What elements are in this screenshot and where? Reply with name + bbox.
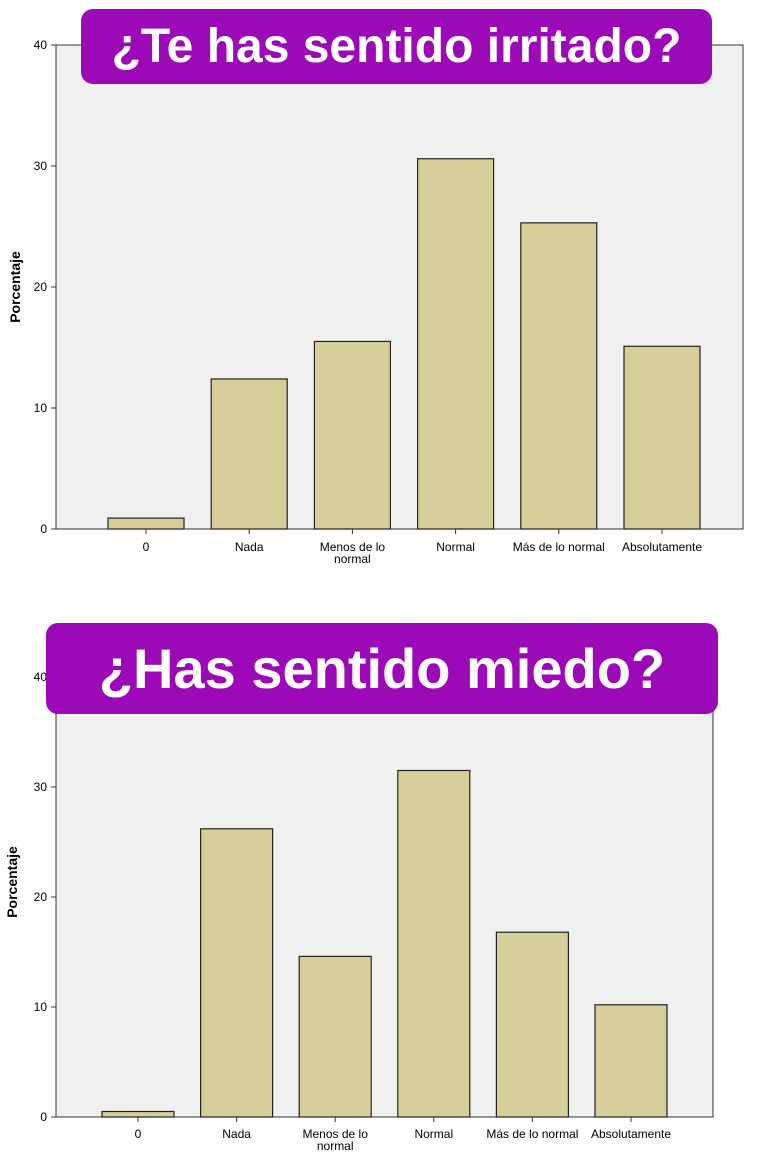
y-axis-title: Porcentaje — [7, 251, 23, 323]
x-tick-label-3: Normal — [414, 1127, 453, 1141]
y-axis-title: Porcentaje — [4, 846, 20, 918]
y-tick-label-40: 40 — [34, 670, 48, 684]
y-tick-label-10: 10 — [34, 1000, 48, 1014]
bar-2 — [298, 955, 372, 1118]
bar-2 — [313, 340, 391, 530]
x-tick-label-2: Menos de lo normal — [320, 540, 386, 566]
x-tick-label-3: Normal — [436, 540, 475, 554]
y-tick-label-0: 0 — [40, 1110, 47, 1124]
x-tick-label-5: Absolutamente — [622, 540, 702, 554]
y-tick-label-20: 20 — [34, 890, 48, 904]
x-tick-label-1: Nada — [235, 540, 264, 554]
bar-5 — [594, 1004, 668, 1118]
y-tick-label-10: 10 — [34, 401, 48, 415]
x-tick-label-1: Nada — [222, 1127, 251, 1141]
x-tick-label-2: Menos de lo normal — [303, 1127, 369, 1152]
y-tick-label-40: 40 — [34, 38, 48, 52]
chart-miedo: 0 10 20 30 40 Porcentaje 0 Nada Menos de lo norma… — [4, 670, 714, 1152]
title-banner-irritado: ¿Te has sentido irritado? — [81, 9, 712, 84]
y-tick-label-30: 30 — [34, 159, 48, 173]
bar-4 — [495, 931, 569, 1118]
title-banner-miedo: ¿Has sentido miedo? — [46, 623, 718, 714]
chart-irritado: 0 10 20 30 40 Porcentaje 0 Nada Menos de lo norma… — [7, 38, 744, 566]
bar-3 — [417, 158, 495, 530]
x-tick-label-0: 0 — [135, 1127, 142, 1141]
bar-4 — [520, 222, 598, 530]
y-tick-label-20: 20 — [34, 280, 48, 294]
x-tick-label-4: Más de lo normal — [513, 540, 605, 554]
x-tick-label-4: Más de lo normal — [486, 1127, 578, 1141]
bar-5 — [623, 345, 701, 530]
bar-3 — [397, 769, 471, 1118]
y-tick-label-30: 30 — [34, 780, 48, 794]
y-tick-label-0: 0 — [40, 522, 47, 536]
bar-0 — [101, 1110, 175, 1118]
x-tick-label-0: 0 — [143, 540, 150, 554]
bar-1 — [200, 828, 274, 1118]
bar-0 — [107, 517, 185, 530]
x-tick-label-5: Absolutamente — [591, 1127, 671, 1141]
bar-1 — [210, 378, 288, 530]
